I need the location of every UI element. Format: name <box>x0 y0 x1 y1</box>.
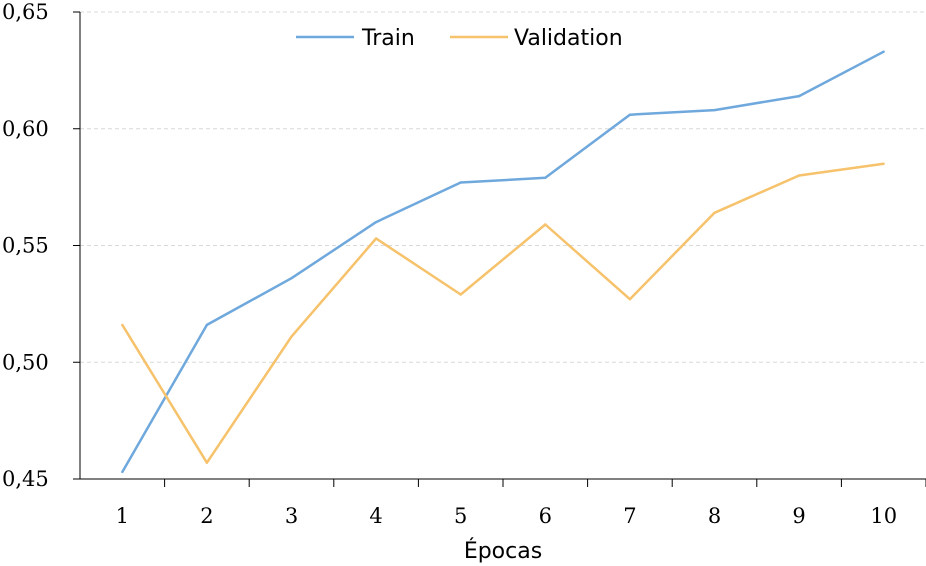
legend-label-validation: Validation <box>514 26 623 51</box>
point-train-10 <box>882 50 885 53</box>
x-tick-label-2: 2 <box>200 504 213 528</box>
series-line-validation <box>121 162 884 464</box>
point-validation-5 <box>459 293 462 296</box>
x-axis-title: Épocas <box>464 538 542 564</box>
point-train-4 <box>374 220 378 224</box>
legend-label-train: Train <box>361 26 415 51</box>
y-tick-label-3: 0,60 <box>2 117 49 141</box>
x-tick-label-5: 5 <box>454 504 467 528</box>
point-validation-4 <box>374 237 378 240</box>
point-train-1 <box>121 470 124 474</box>
x-tick-label-9: 9 <box>792 504 805 528</box>
x-tick-label-7: 7 <box>623 504 636 528</box>
x-tick-label-4: 4 <box>369 504 382 528</box>
x-tick-label-6: 6 <box>539 504 552 528</box>
x-tick-label-10: 10 <box>870 504 897 528</box>
grid-lines <box>80 11 926 363</box>
x-tick-label-8: 8 <box>708 504 721 528</box>
point-train-8 <box>713 108 716 112</box>
x-tick-label-1: 1 <box>116 504 129 528</box>
point-validation-9 <box>797 174 801 177</box>
y-tick-label-1: 0,50 <box>2 350 49 374</box>
axes: 0,45 0,50 0,55 0,60 0,65 1 2 3 4 5 6 7 8 9 10 <box>2 0 926 528</box>
point-validation-6 <box>544 223 547 226</box>
y-tick-label-2: 0,55 <box>2 234 49 258</box>
point-validation-2 <box>205 461 209 464</box>
point-validation-7 <box>628 298 632 301</box>
point-validation-1 <box>121 323 124 327</box>
x-tick-label-3: 3 <box>285 504 298 528</box>
y-tick-label-4: 0,65 <box>2 0 49 24</box>
series-line-train <box>121 50 885 473</box>
point-validation-3 <box>290 335 293 338</box>
legend: Train Validation <box>296 26 623 51</box>
point-train-7 <box>628 113 632 116</box>
series-lines <box>121 50 885 474</box>
point-validation-10 <box>882 162 885 165</box>
point-train-2 <box>205 323 209 327</box>
y-tick-label-0: 0,45 <box>2 467 49 491</box>
point-train-9 <box>797 94 801 98</box>
point-validation-8 <box>713 211 716 215</box>
point-train-3 <box>290 276 293 280</box>
point-train-5 <box>459 181 462 184</box>
point-train-6 <box>544 176 547 179</box>
